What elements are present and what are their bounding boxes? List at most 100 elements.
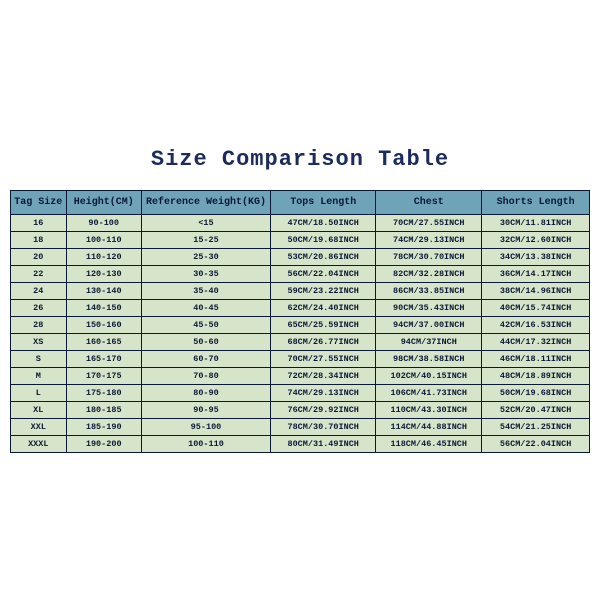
table-cell: 60-70 [141,351,270,368]
table-cell: 24 [11,283,67,300]
table-cell: 18 [11,232,67,249]
table-cell: 100-110 [141,436,270,453]
table-cell: 98CM/38.58INCH [376,351,482,368]
table-cell: 94CM/37INCH [376,334,482,351]
table-row: S165-17060-7070CM/27.55INCH98CM/38.58INC… [11,351,590,368]
table-cell: 26 [11,300,67,317]
table-row: 28150-16045-5065CM/25.59INCH94CM/37.00IN… [11,317,590,334]
table-cell: 120-130 [66,266,141,283]
table-row: XXXL190-200100-11080CM/31.49INCH118CM/46… [11,436,590,453]
table-cell: 90-95 [141,402,270,419]
table-cell: 68CM/26.77INCH [271,334,376,351]
table-cell: 50-60 [141,334,270,351]
table-row: 22120-13030-3556CM/22.04INCH82CM/32.28IN… [11,266,590,283]
table-cell: 22 [11,266,67,283]
table-cell: 80-90 [141,385,270,402]
table-cell: S [11,351,67,368]
col-header-height: Height(CM) [66,191,141,215]
table-cell: 42CM/16.53INCH [482,317,590,334]
table-cell: 32CM/12.60INCH [482,232,590,249]
table-cell: 45-50 [141,317,270,334]
table-cell: 34CM/13.38INCH [482,249,590,266]
table-cell: 78CM/30.70INCH [376,249,482,266]
table-cell: 94CM/37.00INCH [376,317,482,334]
table-cell: 102CM/40.15INCH [376,368,482,385]
table-cell: 150-160 [66,317,141,334]
table-cell: 65CM/25.59INCH [271,317,376,334]
table-cell: 50CM/19.68INCH [271,232,376,249]
table-cell: 62CM/24.40INCH [271,300,376,317]
table-cell: 36CM/14.17INCH [482,266,590,283]
table-cell: 30CM/11.81INCH [482,215,590,232]
table-cell: 100-110 [66,232,141,249]
table-cell: 86CM/33.85INCH [376,283,482,300]
table-cell: 118CM/46.45INCH [376,436,482,453]
table-cell: 130-140 [66,283,141,300]
table-cell: 70CM/27.55INCH [271,351,376,368]
table-cell: 56CM/22.04INCH [482,436,590,453]
col-header-weight: Reference Weight(KG) [141,191,270,215]
table-cell: 30-35 [141,266,270,283]
table-cell: XS [11,334,67,351]
table-cell: XL [11,402,67,419]
table-cell: XXXL [11,436,67,453]
table-cell: 190-200 [66,436,141,453]
table-row: 20110-12025-3053CM/20.86INCH78CM/30.70IN… [11,249,590,266]
table-cell: 90-100 [66,215,141,232]
table-row: L175-18080-9074CM/29.13INCH106CM/41.73IN… [11,385,590,402]
table-cell: 185-190 [66,419,141,436]
table-row: XXL185-19095-10078CM/30.70INCH114CM/44.8… [11,419,590,436]
table-cell: 70-80 [141,368,270,385]
table-cell: 16 [11,215,67,232]
table-cell: 160-165 [66,334,141,351]
table-row: 1690-100<1547CM/18.50INCH70CM/27.55INCH3… [11,215,590,232]
table-row: XS160-16550-6068CM/26.77INCH94CM/37INCH4… [11,334,590,351]
table-cell: 165-170 [66,351,141,368]
table-cell: 38CM/14.96INCH [482,283,590,300]
table-row: 26140-15040-4562CM/24.40INCH90CM/35.43IN… [11,300,590,317]
col-header-tag: Tag Size [11,191,67,215]
table-cell: 110CM/43.30INCH [376,402,482,419]
table-cell: XXL [11,419,67,436]
table-body: 1690-100<1547CM/18.50INCH70CM/27.55INCH3… [11,215,590,453]
table-cell: 95-100 [141,419,270,436]
page-title: Size Comparison Table [151,147,449,172]
table-cell: 15-25 [141,232,270,249]
table-cell: 56CM/22.04INCH [271,266,376,283]
table-cell: M [11,368,67,385]
table-cell: 35-40 [141,283,270,300]
table-cell: 52CM/20.47INCH [482,402,590,419]
table-cell: 44CM/17.32INCH [482,334,590,351]
table-cell: 47CM/18.50INCH [271,215,376,232]
table-cell: 90CM/35.43INCH [376,300,482,317]
table-cell: 53CM/20.86INCH [271,249,376,266]
table-cell: 78CM/30.70INCH [271,419,376,436]
table-cell: 110-120 [66,249,141,266]
table-cell: 46CM/18.11INCH [482,351,590,368]
size-table: Tag Size Height(CM) Reference Weight(KG)… [10,190,590,453]
table-row: 18100-11015-2550CM/19.68INCH74CM/29.13IN… [11,232,590,249]
table-cell: 59CM/23.22INCH [271,283,376,300]
col-header-tops: Tops Length [271,191,376,215]
table-cell: 114CM/44.88INCH [376,419,482,436]
table-cell: 20 [11,249,67,266]
table-cell: 25-30 [141,249,270,266]
table-cell: 70CM/27.55INCH [376,215,482,232]
table-cell: 50CM/19.68INCH [482,385,590,402]
table-cell: L [11,385,67,402]
table-cell: 76CM/29.92INCH [271,402,376,419]
table-cell: 40CM/15.74INCH [482,300,590,317]
table-row: XL180-18590-9576CM/29.92INCH110CM/43.30I… [11,402,590,419]
table-cell: 175-180 [66,385,141,402]
col-header-shorts: Shorts Length [482,191,590,215]
table-cell: 48CM/18.89INCH [482,368,590,385]
table-cell: 140-150 [66,300,141,317]
table-cell: 54CM/21.25INCH [482,419,590,436]
table-row: M170-17570-8072CM/28.34INCH102CM/40.15IN… [11,368,590,385]
table-cell: 40-45 [141,300,270,317]
table-row: 24130-14035-4059CM/23.22INCH86CM/33.85IN… [11,283,590,300]
table-cell: 74CM/29.13INCH [271,385,376,402]
col-header-chest: Chest [376,191,482,215]
table-cell: 28 [11,317,67,334]
table-cell: 72CM/28.34INCH [271,368,376,385]
